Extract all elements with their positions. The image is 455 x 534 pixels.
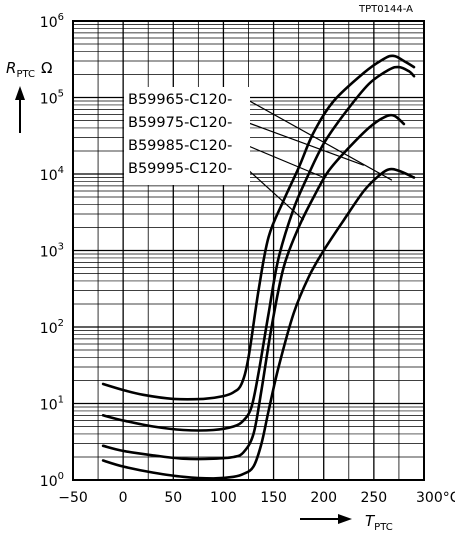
- y-tick-label: 101: [40, 395, 64, 414]
- x-tick-labels: −50 0 50 100 150 200 250 300°C: [58, 490, 455, 506]
- leader-line-3: [245, 144, 324, 179]
- y-axis-symbol: R: [6, 59, 16, 77]
- y-axis-arrow: [15, 86, 25, 133]
- leader-line-2: [245, 121, 365, 166]
- legend-label-3: B59985-C120-: [128, 138, 232, 154]
- x-tick-label: 200: [310, 490, 337, 506]
- legend-leader-lines: [245, 98, 393, 221]
- x-axis-subscript: PTC: [374, 522, 393, 533]
- y-tick-label: 105: [40, 89, 64, 108]
- legend: B59965-C120- B59975-C120- B59985-C120- B599…: [124, 87, 250, 185]
- x-tick-label: −50: [58, 490, 88, 506]
- plot-frame: [72, 20, 425, 481]
- x-tick-label: 100: [210, 490, 237, 506]
- y-tick-label: 104: [40, 165, 64, 184]
- doc-code: TPT0144-A: [358, 4, 413, 15]
- curves: [101, 54, 416, 480]
- y-tick-labels: 100 101 102 103 104 105 106: [40, 12, 64, 490]
- y-axis-title: RPTC Ω: [6, 59, 52, 80]
- y-axis-unit: Ω: [41, 59, 52, 77]
- legend-label-2: B59975-C120-: [128, 115, 232, 131]
- series-line-4: [101, 167, 416, 480]
- x-tick-label: 250: [360, 490, 387, 506]
- x-axis-arrow: [300, 514, 352, 524]
- x-tick-label: 300°C: [416, 490, 455, 506]
- leader-line-1: [245, 98, 393, 181]
- x-tick-label: 150: [260, 490, 287, 506]
- legend-label-4: B59995-C120-: [128, 161, 232, 177]
- y-tick-label: 103: [40, 242, 64, 261]
- series-line-2: [101, 65, 416, 432]
- y-axis-subscript: PTC: [16, 69, 35, 80]
- x-tick-label: 50: [164, 490, 182, 506]
- y-tick-label: 106: [40, 12, 64, 31]
- series-line-1: [101, 54, 416, 401]
- x-axis-title: TPTC: [365, 512, 393, 533]
- y-tick-label: 102: [40, 318, 64, 337]
- y-tick-label: 100: [40, 471, 64, 490]
- leader-line-4: [245, 167, 305, 221]
- legend-box: [124, 87, 250, 185]
- x-axis-symbol: T: [365, 512, 376, 530]
- series-line-3: [101, 113, 406, 461]
- legend-label-1: B59965-C120-: [128, 92, 232, 108]
- x-tick-label: 0: [119, 490, 128, 506]
